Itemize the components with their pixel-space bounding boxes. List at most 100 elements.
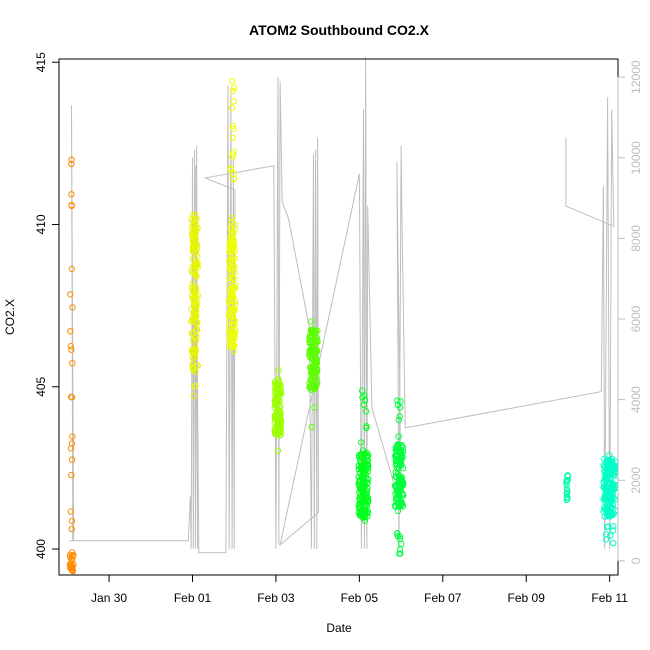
data-point-1 [190, 295, 198, 302]
y2-tick-label: 6000 [629, 305, 643, 332]
data-point-4 [308, 327, 316, 334]
data-point-2 [228, 218, 236, 225]
data-point-4 [313, 359, 321, 367]
data-point-4 [307, 369, 315, 376]
y2-tick-label: 8000 [629, 225, 643, 252]
data-point-8 [609, 488, 616, 495]
data-point-8 [604, 523, 611, 530]
data-point-0 [68, 202, 75, 209]
data-point-6 [395, 433, 402, 440]
y-axis: 400 405 410 415 [34, 52, 60, 559]
data-point-1 [188, 216, 195, 223]
data-point-6 [393, 465, 401, 472]
data-point-5 [359, 489, 367, 496]
data-point-5 [361, 517, 369, 524]
data-point-2 [229, 134, 237, 142]
data-point-0 [67, 508, 75, 515]
y-tick-label: 405 [34, 376, 48, 396]
data-point-2 [228, 293, 235, 301]
data-point-0 [68, 346, 75, 353]
x-tick-label: Feb 11 [591, 591, 628, 605]
data-point-1 [193, 307, 200, 314]
data-point-4 [313, 348, 320, 356]
data-point-3 [274, 447, 282, 454]
data-point-6 [397, 462, 405, 469]
data-point-8 [603, 462, 610, 469]
data-point-6 [396, 546, 404, 553]
data-point-1 [193, 246, 200, 254]
data-point-2 [228, 302, 235, 310]
data-point-2 [226, 248, 233, 255]
data-point-0 [68, 525, 75, 533]
data-point-6 [393, 453, 400, 460]
data-point-1 [191, 234, 198, 241]
data-point-1 [192, 284, 200, 292]
data-point-6 [392, 469, 399, 476]
data-point-0 [68, 265, 76, 273]
data-point-2 [230, 347, 238, 355]
data-point-2 [227, 330, 235, 337]
data-point-2 [228, 154, 236, 161]
data-point-0 [68, 440, 76, 447]
y-tick-label: 400 [34, 539, 48, 559]
data-point-1 [192, 216, 200, 223]
data-point-6 [393, 461, 401, 468]
data-point-2 [228, 77, 236, 85]
data-point-8 [602, 536, 610, 543]
data-point-0 [68, 517, 76, 525]
data-point-1 [189, 364, 197, 372]
data-point-1 [190, 352, 198, 359]
data-point-6 [394, 397, 401, 404]
data-point-1 [192, 337, 200, 344]
data-point-5 [359, 447, 367, 454]
data-point-3 [273, 410, 280, 418]
data-point-1 [192, 257, 200, 265]
data-point-8 [607, 510, 614, 517]
y-tick-label: 410 [34, 214, 48, 234]
data-point-1 [193, 326, 200, 333]
data-point-0 [68, 471, 75, 479]
data-point-4 [309, 326, 317, 333]
data-point-8 [605, 499, 612, 506]
y2-tick-label: 4000 [629, 386, 643, 413]
data-point-0 [69, 360, 76, 367]
y-axis-label: CO2.X [3, 299, 17, 335]
data-point-2 [230, 98, 238, 105]
data-point-3 [273, 398, 281, 406]
data-point-2 [227, 255, 235, 263]
data-point-5 [361, 482, 368, 489]
data-point-4 [311, 336, 318, 343]
data-point-5 [361, 392, 368, 399]
data-point-4 [310, 385, 317, 392]
data-point-5 [361, 460, 368, 468]
data-point-2 [230, 317, 238, 324]
data-point-4 [308, 423, 315, 431]
data-point-8 [603, 472, 610, 479]
data-point-4 [311, 404, 318, 411]
data-point-4 [310, 374, 318, 381]
data-point-0 [68, 191, 75, 198]
data-point-0 [68, 393, 75, 401]
data-point-5 [357, 459, 365, 467]
data-point-8 [607, 532, 614, 539]
data-point-3 [271, 426, 278, 433]
data-point-1 [189, 337, 197, 344]
data-point-2 [226, 262, 233, 270]
data-point-3 [276, 432, 283, 439]
data-point-4 [312, 361, 319, 368]
data-point-1 [194, 253, 201, 261]
x-tick-label: Feb 07 [424, 591, 462, 605]
data-point-3 [275, 425, 282, 433]
data-point-4 [309, 329, 316, 337]
data-point-8 [610, 470, 618, 477]
x-tick-label: Feb 01 [174, 591, 212, 605]
data-point-1 [192, 249, 199, 257]
data-point-7 [564, 473, 572, 480]
data-point-6 [397, 550, 404, 557]
data-point-2 [230, 328, 238, 335]
data-point-8 [603, 475, 611, 482]
data-point-5 [358, 508, 365, 515]
data-point-8 [603, 502, 611, 509]
data-point-4 [308, 354, 316, 362]
